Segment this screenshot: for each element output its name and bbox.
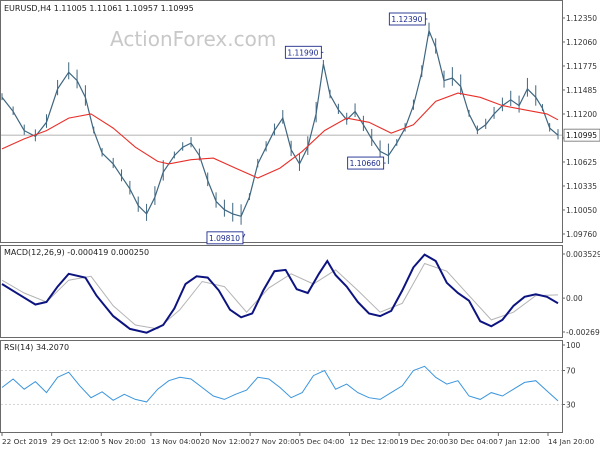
rsi-panel-frame bbox=[1, 341, 563, 433]
x-axis-tick-label: 22 Oct 2019 bbox=[2, 437, 47, 446]
price-y-tick-label: 1.10335 bbox=[566, 182, 597, 191]
annotation-label: 1.11990 bbox=[287, 48, 318, 57]
x-axis-tick-label: 13 Nov 04:00 bbox=[151, 437, 201, 446]
x-axis-tick-label: 14 Jan 20:00 bbox=[548, 437, 595, 446]
current-price-label: 1.10995 bbox=[566, 131, 597, 140]
rsi-y-tick-label: 30 bbox=[566, 401, 576, 410]
macd-panel: MACD(12,26,9) -0.000419 0.000250 0.00352… bbox=[1, 246, 600, 338]
annotation-label: 1.12390 bbox=[391, 15, 422, 24]
x-axis-tick-label: 30 Dec 04:00 bbox=[449, 437, 498, 446]
macd-y-axis: 0.003529 0.00 -0.002699 bbox=[562, 250, 600, 337]
macd-panel-frame bbox=[1, 246, 563, 338]
symbol-header: EURUSD,H4 1.11005 1.11061 1.10957 1.1099… bbox=[4, 4, 194, 13]
rsi-panel: RSI(14) 34.2070 100 70 30 bbox=[1, 341, 581, 433]
price-y-axis: 1.12350 1.12060 1.11775 1.11485 1.11200 1.109… bbox=[562, 14, 597, 239]
price-y-tick-label: 1.10050 bbox=[566, 206, 597, 215]
annotation-label: 1.09810 bbox=[209, 234, 240, 243]
price-y-tick-label: 1.12060 bbox=[566, 38, 597, 47]
x-axis-tick-label: 5 Dec 04:00 bbox=[300, 437, 345, 446]
price-panel: ActionForex.com EURUSD,H4 1.11005 1.1106… bbox=[1, 1, 600, 244]
x-axis-tick-label: 27 Nov 20:00 bbox=[250, 437, 300, 446]
macd-y-tick-label: -0.002699 bbox=[566, 328, 600, 337]
x-axis-tick-label: 29 Oct 12:00 bbox=[52, 437, 100, 446]
price-y-tick-label: 1.11200 bbox=[566, 110, 597, 119]
annotation-label: 1.10660 bbox=[350, 159, 381, 168]
x-axis-tick-label: 7 Jan 12:00 bbox=[498, 437, 540, 446]
rsi-y-tick-label: 100 bbox=[566, 341, 581, 350]
rsi-title: RSI(14) 34.2070 bbox=[4, 343, 69, 352]
price-y-tick-label: 1.11775 bbox=[566, 62, 597, 71]
price-y-tick-label: 1.11485 bbox=[566, 86, 597, 95]
x-axis-tick-label: 19 Dec 20:00 bbox=[399, 437, 448, 446]
x-axis-tick-label: 12 Dec 12:00 bbox=[349, 437, 398, 446]
price-y-tick-label: 1.09760 bbox=[566, 230, 597, 239]
watermark: ActionForex.com bbox=[110, 27, 276, 51]
macd-title: MACD(12,26,9) -0.000419 0.000250 bbox=[4, 248, 149, 257]
price-y-tick-label: 1.12350 bbox=[566, 14, 597, 23]
macd-y-tick-label: 0.00 bbox=[566, 294, 583, 303]
price-y-tick-label: 1.10625 bbox=[566, 158, 597, 167]
rsi-y-tick-label: 70 bbox=[566, 367, 576, 376]
x-axis-tick-label: 5 Nov 20:00 bbox=[101, 437, 146, 446]
macd-y-tick-label: 0.003529 bbox=[566, 250, 600, 259]
price-panel-frame bbox=[1, 1, 563, 243]
x-axis-tick-label: 20 Nov 12:00 bbox=[201, 437, 251, 446]
